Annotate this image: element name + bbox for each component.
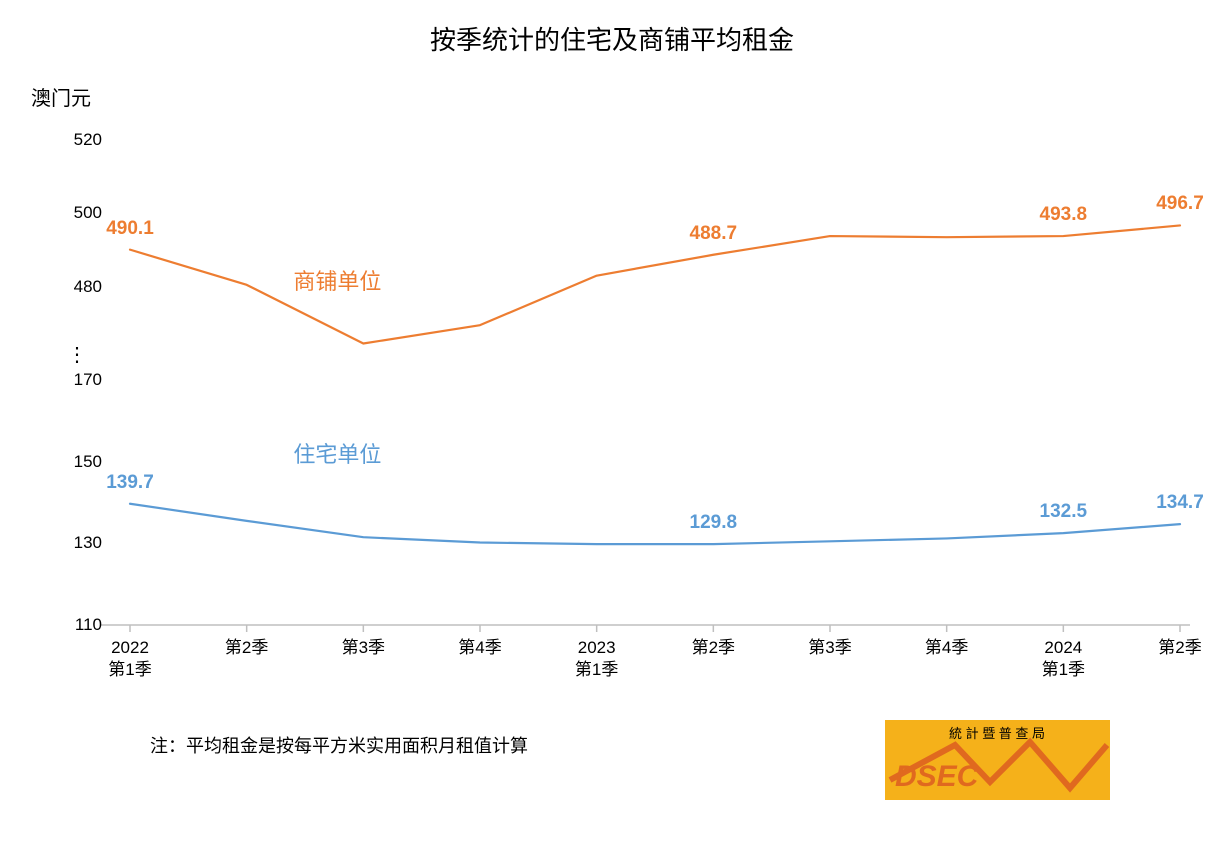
x-tick: 2022 第1季: [85, 637, 175, 681]
x-tick: 2024 第1季: [1018, 637, 1108, 681]
footnote: 注：平均租金是按每平方米实用面积月租值计算: [150, 732, 528, 758]
y-tick: 170: [52, 370, 102, 390]
data-label: 139.7: [90, 472, 170, 494]
y-tick: 110: [52, 615, 102, 635]
x-tick: 第3季: [318, 637, 408, 659]
data-label: 132.5: [1023, 501, 1103, 523]
x-tick: 第2季: [668, 637, 758, 659]
series-label-commercial: 商铺单位: [293, 264, 381, 296]
y-tick: 480: [52, 277, 102, 297]
y-tick: 520: [52, 130, 102, 150]
x-tick: 2023 第1季: [552, 637, 642, 681]
data-label: 490.1: [90, 218, 170, 240]
x-tick: 第3季: [785, 637, 875, 659]
y-tick: 150: [52, 452, 102, 472]
x-tick: 第4季: [902, 637, 992, 659]
x-tick: 第4季: [435, 637, 525, 659]
data-label: 493.8: [1023, 204, 1103, 226]
x-tick: 第2季: [202, 637, 292, 659]
x-tick: 第2季: [1135, 637, 1224, 659]
series-label-residential: 住宅单位: [293, 437, 381, 469]
data-label: 134.7: [1140, 492, 1220, 514]
y-tick: 130: [52, 533, 102, 553]
axis-break: ⋮: [67, 342, 87, 367]
dsec-logo: 統 計 暨 普 查 局 DSEC: [885, 720, 1110, 800]
data-label: 496.7: [1140, 193, 1220, 215]
data-label: 129.8: [673, 512, 753, 534]
data-label: 488.7: [673, 223, 753, 245]
logo-main-text: DSEC: [895, 760, 980, 793]
